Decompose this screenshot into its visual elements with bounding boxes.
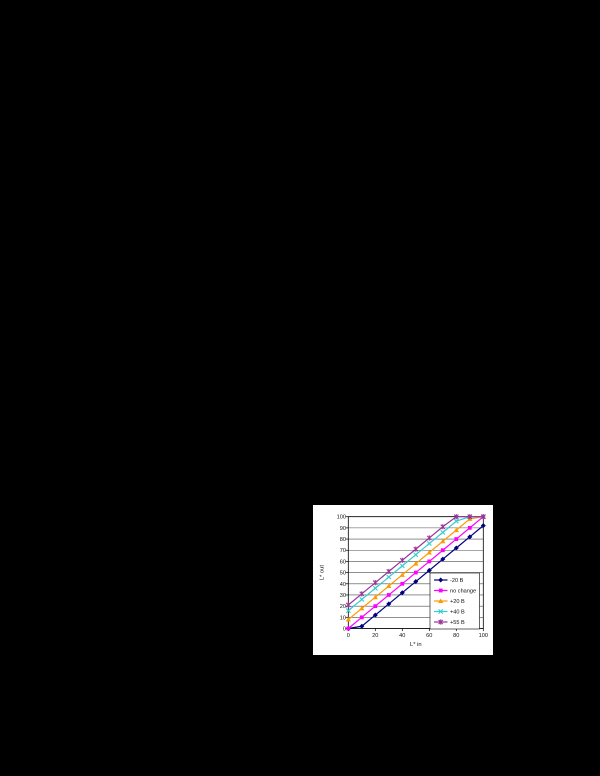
chart-marker-40-b <box>440 529 446 535</box>
chart-marker-20-b <box>426 549 432 555</box>
chart-marker-20-b <box>359 623 365 629</box>
y-tick-label: 70 <box>340 548 346 554</box>
legend-marker-40-b <box>438 609 444 614</box>
chart-marker-40-b <box>359 596 365 602</box>
y-tick-label: 90 <box>340 526 346 532</box>
y-tick-label: 20 <box>340 604 346 610</box>
chart-marker-no-change <box>467 525 472 530</box>
y-tick-label: 80 <box>340 537 346 543</box>
legend-label-55-b: +55 B <box>450 620 465 626</box>
chart-marker-20-b <box>467 534 473 540</box>
y-tick-label: 40 <box>340 582 346 588</box>
chart-marker-40-b <box>399 563 405 569</box>
chart-marker-40-b <box>426 541 432 547</box>
legend-label-20-b: +20 B <box>450 599 465 605</box>
chart-marker-40-b <box>372 585 378 591</box>
y-tick-label: 60 <box>340 559 346 565</box>
chart-marker-20-b <box>440 538 446 544</box>
x-tick-label: 0 <box>347 633 350 639</box>
chart-marker-no-change <box>454 537 459 541</box>
chart-marker-no-change <box>346 626 351 631</box>
chart-marker-20-b <box>359 605 365 611</box>
y-axis-label: L* out <box>320 565 326 581</box>
chart-marker-no-change <box>413 570 418 575</box>
chart-marker-no-change <box>373 604 378 609</box>
lstar-in-out-line-chart: 0 10 20 30 40 50 60 70 80 90 100 0 20 40 60 80 100 L* in L… <box>313 505 493 655</box>
chart-marker-no-change <box>386 593 391 597</box>
y-tick-label: 50 <box>340 571 346 577</box>
x-axis-label: L* in <box>410 642 422 648</box>
legend-marker-no-change <box>438 588 443 593</box>
x-tick-label: 100 <box>479 633 488 639</box>
chart-marker-no-change <box>400 581 405 586</box>
x-tick-label: 20 <box>372 633 378 639</box>
chart-marker-40-b <box>453 518 459 524</box>
y-tick-label: 0 <box>343 627 346 633</box>
chart-marker-20-b <box>386 583 392 589</box>
chart-marker-20-b <box>453 527 459 533</box>
chart-marker-40-b <box>413 552 419 558</box>
chart-marker-no-change <box>359 615 364 620</box>
legend-label-40-b: +40 B <box>450 610 465 616</box>
chart-marker-20-b <box>413 579 419 585</box>
x-tick-label: 80 <box>453 633 459 639</box>
y-tick-label: 100 <box>337 515 346 521</box>
legend-marker-20-b <box>438 577 444 583</box>
chart-marker-20-b <box>345 617 351 622</box>
chart-figure: 0 10 20 30 40 50 60 70 80 90 100 0 20 40 60 80 100 L* in L… <box>313 505 493 655</box>
chart-marker-20-b <box>426 567 432 573</box>
chart-marker-20-b <box>399 572 405 577</box>
chart-marker-20-b <box>453 545 459 551</box>
chart-marker-20-b <box>399 590 405 596</box>
y-tick-label: 10 <box>340 615 346 621</box>
y-tick-label: 30 <box>340 593 346 599</box>
x-tick-label: 40 <box>399 633 405 639</box>
chart-marker-20-b <box>372 612 378 618</box>
legend-label-no-change: no change <box>450 589 476 595</box>
chart-marker-20-b <box>440 556 446 562</box>
legend-marker-20-b <box>438 598 444 603</box>
chart-marker-no-change <box>427 559 432 564</box>
chart-marker-20-b <box>372 594 378 600</box>
x-tick-label: 60 <box>426 633 432 639</box>
chart-marker-20-b <box>386 601 392 607</box>
chart-marker-40-b <box>345 608 351 614</box>
chart-marker-20-b <box>413 561 419 566</box>
chart-marker-40-b <box>386 574 392 580</box>
chart-marker-20-b <box>480 523 486 529</box>
legend-label-20-b: -20 B <box>450 578 464 584</box>
chart-marker-no-change <box>440 548 445 553</box>
